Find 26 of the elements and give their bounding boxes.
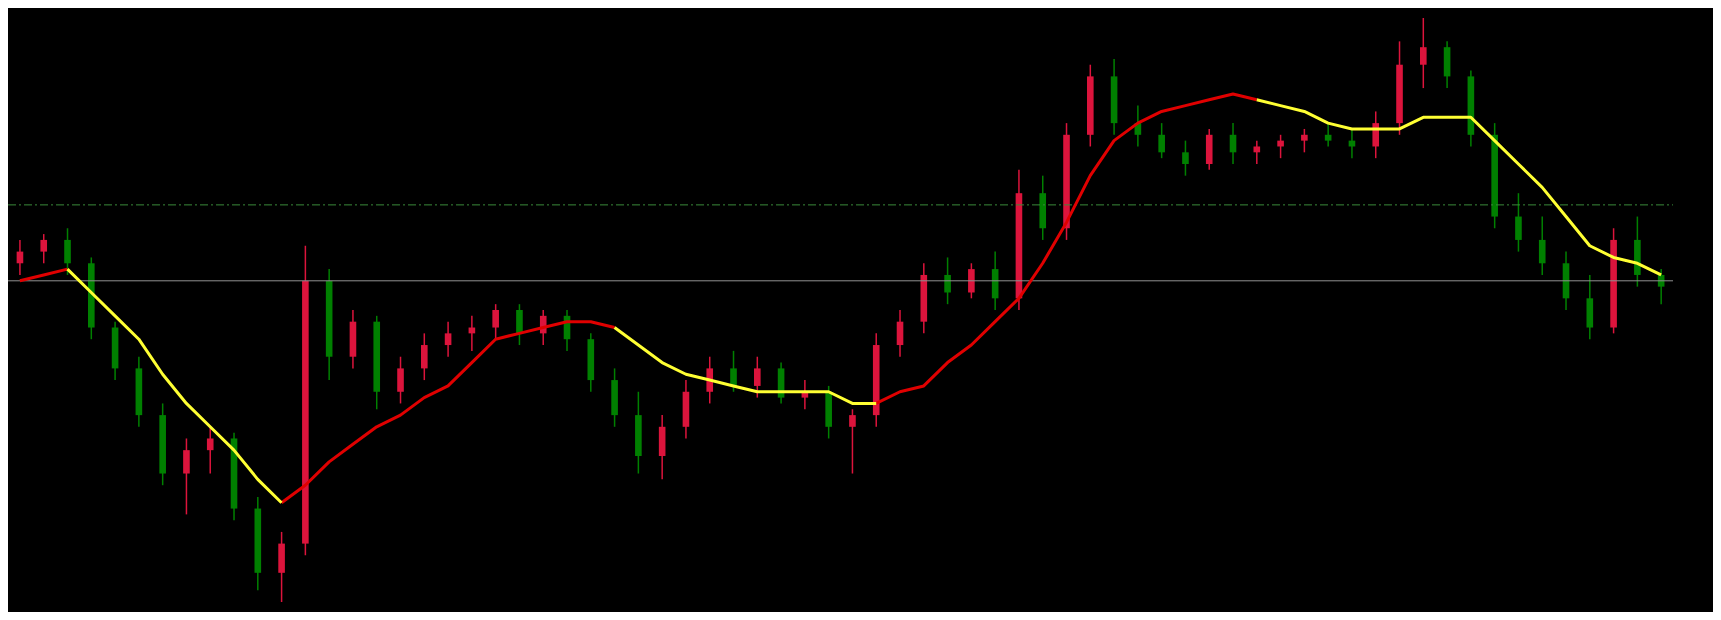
candlestick bbox=[968, 262, 975, 300]
candlestick bbox=[1372, 110, 1380, 159]
candlestick bbox=[421, 332, 428, 381]
candlestick bbox=[706, 355, 714, 405]
candlestick bbox=[397, 355, 404, 405]
candlestick bbox=[896, 309, 904, 358]
candlestick bbox=[730, 350, 737, 393]
candlestick bbox=[492, 303, 499, 340]
candlestick bbox=[1277, 134, 1284, 159]
candlestick bbox=[944, 256, 951, 305]
candlestick bbox=[64, 227, 71, 276]
candlestick bbox=[849, 408, 856, 475]
candlestick bbox=[754, 355, 761, 399]
candlestick bbox=[1301, 128, 1308, 154]
candlestick bbox=[1420, 18, 1427, 89]
candlestick bbox=[206, 426, 214, 475]
candlestick bbox=[1515, 192, 1522, 253]
candlestick bbox=[1158, 122, 1165, 159]
candlestick bbox=[516, 303, 523, 346]
candlestick bbox=[183, 437, 190, 516]
candlestick bbox=[40, 233, 48, 265]
candlestick bbox=[1182, 139, 1189, 177]
candlestick bbox=[444, 320, 452, 358]
candlestick bbox=[1538, 215, 1546, 276]
candlestick bbox=[1324, 122, 1332, 148]
candlestick bbox=[1253, 139, 1261, 165]
